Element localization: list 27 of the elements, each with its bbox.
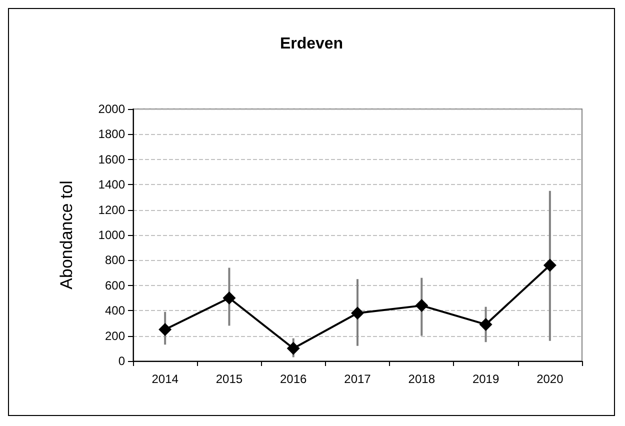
point	[543, 258, 556, 272]
y-tick-label: 1600	[98, 152, 126, 166]
x-tick-label: 2017	[344, 372, 372, 386]
y-tick-label: 600	[104, 278, 126, 292]
point	[415, 299, 428, 312]
point	[351, 306, 364, 320]
y-tick-label: 2000	[98, 102, 126, 116]
x-tick-label: 2016	[280, 372, 308, 386]
x-tick-label: 2015	[216, 372, 243, 386]
point	[222, 292, 236, 304]
point	[158, 323, 172, 336]
point	[479, 318, 492, 331]
y-tick-label: 200	[104, 328, 126, 343]
y-tick-label: 1800	[98, 127, 126, 142]
x-tick-label: 2014	[152, 372, 179, 386]
x-tick-label: 2019	[472, 372, 500, 386]
x-tick-label: 2018	[408, 372, 436, 386]
y-tick-label: 1400	[98, 178, 126, 192]
y-tick-label: 1000	[98, 228, 126, 242]
y-axis-title: Abondance tol	[57, 180, 76, 290]
y-tick-label: 1200	[98, 202, 126, 217]
point	[286, 342, 300, 355]
chart-title: Erdeven	[280, 36, 344, 52]
y-tick-label: 400	[104, 304, 126, 318]
y-tick-label: 800	[104, 253, 126, 268]
y-tick-label: 0	[118, 354, 126, 368]
x-tick-label: 2020	[536, 372, 564, 386]
